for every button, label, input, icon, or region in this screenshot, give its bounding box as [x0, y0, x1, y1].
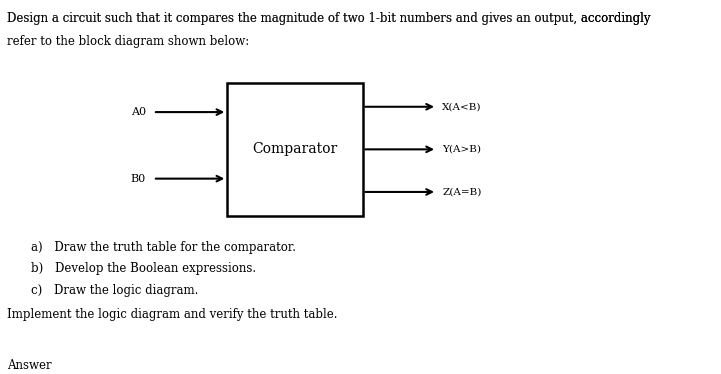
- Text: Design a circuit such that it compares the magnitude of two 1-bit numbers and gi: Design a circuit such that it compares t…: [7, 12, 581, 25]
- Text: Y(A>B): Y(A>B): [442, 145, 481, 154]
- Text: Design a circuit such that it compares the magnitude of two 1-bit numbers and gi: Design a circuit such that it compares t…: [7, 12, 650, 25]
- Text: X(A<B): X(A<B): [442, 102, 482, 111]
- Text: c) Draw the logic diagram.: c) Draw the logic diagram.: [30, 284, 198, 297]
- Text: Answer: Answer: [7, 359, 52, 372]
- Text: b) Develop the Boolean expressions.: b) Develop the Boolean expressions.: [30, 262, 256, 275]
- Text: a) Draw the truth table for the comparator.: a) Draw the truth table for the comparat…: [30, 240, 296, 254]
- Text: B0: B0: [131, 174, 146, 184]
- Text: Design a circuit such that it compares the magnitude of two 1-bit numbers and gi: Design a circuit such that it compares t…: [7, 12, 650, 25]
- Text: A0: A0: [131, 107, 146, 117]
- Text: Comparator: Comparator: [252, 142, 337, 156]
- Text: Implement the logic diagram and verify the truth table.: Implement the logic diagram and verify t…: [7, 307, 337, 321]
- Text: Z(A=B): Z(A=B): [442, 187, 482, 196]
- Text: refer to the block diagram shown below:: refer to the block diagram shown below:: [7, 36, 249, 49]
- FancyBboxPatch shape: [227, 83, 363, 216]
